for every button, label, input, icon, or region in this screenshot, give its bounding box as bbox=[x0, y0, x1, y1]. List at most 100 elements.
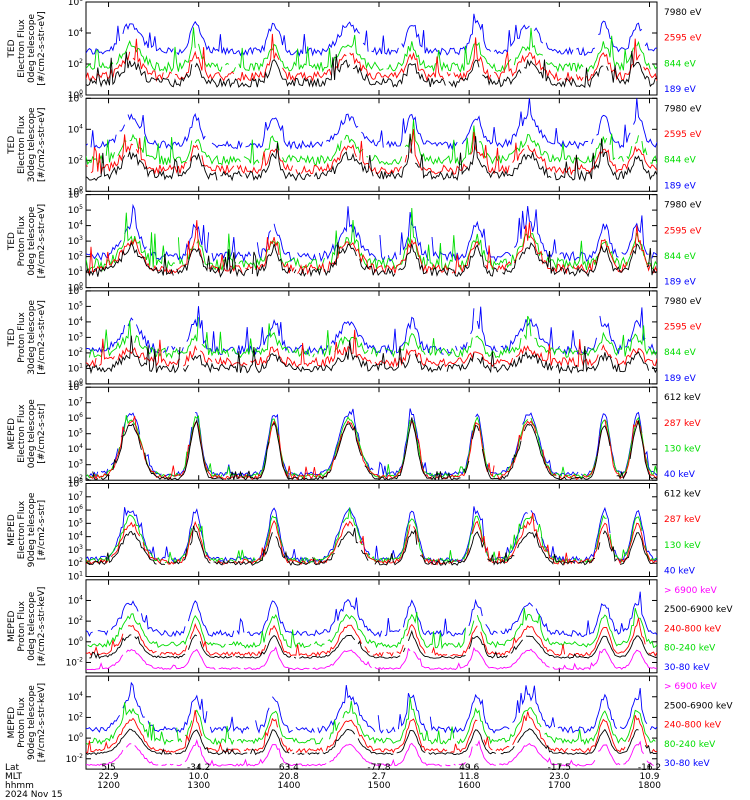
series--6900-kev bbox=[86, 646, 657, 671]
y-axis-label: MEPEDProton Flux90deg telescope[#/cm2-s-… bbox=[7, 683, 47, 762]
y-label-line: 30deg telescope bbox=[27, 107, 37, 182]
hhmm-tick-label: 1300 bbox=[187, 781, 210, 791]
mlt-tick-label: 10.0 bbox=[189, 772, 209, 782]
series-30-80-kev bbox=[86, 591, 657, 638]
y-tick-label: 104 bbox=[68, 443, 83, 455]
legend-entry: 844 eV bbox=[664, 59, 697, 69]
mlt-tick-label: 11.8 bbox=[459, 772, 479, 782]
mlt-row-label: MLT bbox=[5, 772, 23, 782]
y-label-line: Proton Flux bbox=[17, 600, 27, 651]
series-group bbox=[86, 98, 657, 182]
y-axis-label: TEDProton Flux0deg telescope[#/cm2-s-str… bbox=[7, 204, 47, 279]
y-label-line: [#/cm2-s-str-eV] bbox=[37, 108, 47, 183]
series-2595-ev bbox=[86, 128, 657, 176]
hhmm-tick-label: 1400 bbox=[277, 781, 300, 791]
y-tick-label: 107 bbox=[68, 491, 83, 503]
legend-entry: 80-240 keV bbox=[664, 644, 716, 654]
y-label-line: Electron Flux bbox=[17, 19, 27, 78]
legend-entry: 40 keV bbox=[664, 470, 696, 480]
panel-7: 10-2 100 102 104 MEPEDProton Flux0deg telesc… bbox=[7, 579, 733, 674]
series-40-kev bbox=[86, 506, 657, 564]
y-tick-label: 104 bbox=[68, 27, 83, 39]
y-tick-label: 100 bbox=[68, 636, 83, 648]
y-tick-label: 104 bbox=[68, 123, 83, 135]
hhmm-tick-label: 1600 bbox=[458, 781, 481, 791]
legend-entry: 240-800 keV bbox=[664, 624, 722, 634]
y-label-line: [#/cm2-s-str] bbox=[37, 404, 47, 464]
legend-entry: 612 keV bbox=[664, 393, 701, 403]
y-tick-label: 104 bbox=[68, 594, 83, 606]
y-tick-label: 101 bbox=[68, 571, 83, 583]
series-189-ev bbox=[86, 203, 657, 263]
y-label-line: Electron Flux bbox=[17, 404, 27, 463]
y-tick-label: 106 bbox=[68, 92, 83, 104]
series-group bbox=[86, 306, 657, 375]
series-group bbox=[86, 13, 657, 89]
legend-entry: 7980 eV bbox=[664, 8, 702, 18]
y-label-line: TED bbox=[7, 136, 17, 155]
lat-tick-label: 63.4 bbox=[279, 763, 299, 773]
legend-entry: 240-800 keV bbox=[664, 721, 722, 731]
series-2500-6900-kev bbox=[86, 728, 657, 756]
series-group bbox=[86, 203, 657, 278]
mlt-tick-label: 23.0 bbox=[549, 772, 569, 782]
y-label-line: 0deg telescope bbox=[27, 206, 37, 276]
y-label-line: MEPED bbox=[7, 707, 17, 739]
y-label-line: 0deg telescope bbox=[27, 591, 37, 661]
series-group bbox=[86, 681, 657, 766]
legend-entry: 2500-6900 keV bbox=[664, 605, 733, 615]
y-axis-label: TEDElectron Flux30deg telescope[#/cm2-s-… bbox=[7, 107, 47, 182]
y-tick-label: 104 bbox=[68, 531, 83, 543]
mlt-tick-label: 20.8 bbox=[279, 772, 299, 782]
series-group bbox=[86, 591, 657, 671]
series-2595-ev bbox=[87, 220, 657, 276]
y-label-line: 90deg telescope bbox=[27, 492, 37, 567]
y-tick-label: 102 bbox=[68, 615, 83, 627]
legend-entry: 2595 eV bbox=[664, 130, 702, 140]
legend-entry: 2595 eV bbox=[664, 323, 702, 333]
lat-tick-label: -17.5 bbox=[548, 763, 571, 773]
series-7980-ev bbox=[86, 335, 657, 375]
y-tick-label: 106 bbox=[68, 189, 83, 201]
y-axis-label: MEPEDElectron Flux0deg telescope[#/cm2-s… bbox=[7, 399, 47, 469]
series-7980-ev bbox=[86, 133, 657, 182]
y-tick-label: 102 bbox=[68, 154, 83, 166]
series-group bbox=[86, 408, 657, 481]
y-axis-label: MEPEDProton Flux0deg telescope[#/cm2-s-s… bbox=[7, 587, 47, 666]
series-30-80-kev bbox=[86, 681, 657, 734]
series-2500-6900-kev bbox=[89, 629, 657, 659]
plot-frame bbox=[85, 483, 658, 577]
mlt-tick-label: 22.9 bbox=[99, 772, 119, 782]
y-label-line: TED bbox=[7, 232, 17, 251]
panels-group: 100 102 104 106 TED Electron Flux 0deg telesco… bbox=[7, 0, 733, 770]
legend-entry: 844 eV bbox=[664, 156, 697, 166]
plot-frame bbox=[85, 1, 658, 96]
legend-entry: 2500-6900 keV bbox=[664, 701, 733, 711]
date-label: 2024 Nov 15 bbox=[5, 790, 63, 800]
series-189-ev bbox=[86, 13, 657, 57]
plot-frame bbox=[85, 386, 658, 481]
legend-entry: 130 keV bbox=[664, 541, 701, 551]
legend-entry: 189 eV bbox=[664, 374, 697, 384]
hhmm-tick-label: 1200 bbox=[97, 781, 120, 791]
legend-entry: > 6900 keV bbox=[664, 586, 718, 596]
series-7980-ev bbox=[86, 50, 657, 89]
series-287-kev bbox=[86, 512, 657, 566]
series-844-ev bbox=[86, 119, 657, 166]
lat-tick-label: -77.8 bbox=[367, 763, 391, 773]
y-tick-label: 100 bbox=[68, 732, 83, 744]
y-tick-label: 101 bbox=[68, 266, 83, 278]
series-80-240-kev bbox=[87, 607, 657, 650]
y-tick-label: 106 bbox=[68, 0, 83, 8]
legend-entry: 287 keV bbox=[664, 515, 701, 525]
y-tick-label: 105 bbox=[68, 428, 83, 440]
y-tick-label: 103 bbox=[68, 459, 83, 471]
legend-entry: 7980 eV bbox=[664, 104, 702, 114]
y-tick-label: 104 bbox=[68, 316, 83, 328]
y-tick-label: 107 bbox=[68, 397, 83, 409]
legend-entry: 7980 eV bbox=[664, 297, 702, 307]
y-label-line: [#/cm2-s-str-eV] bbox=[37, 204, 47, 279]
legend-entry: 844 eV bbox=[664, 252, 697, 262]
